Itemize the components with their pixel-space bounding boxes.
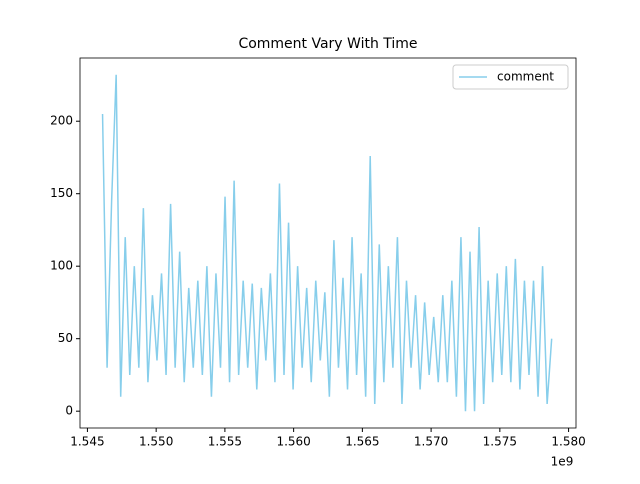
x-tick-label: 1.580 [551,435,585,449]
legend-box [452,64,569,90]
y-tick-label: 0 [65,404,73,418]
x-tick-label: 1.555 [208,435,242,449]
chart-title: Comment Vary With Time [238,36,417,52]
y-tick-label: 200 [50,114,73,128]
x-tick-label: 1.575 [483,435,517,449]
series-line [101,74,553,412]
x-offset-label: 1e9 [551,455,574,469]
x-tick-label: 1.560 [276,435,310,449]
x-tick-label: 1.545 [70,435,104,449]
legend-label: comment [497,70,554,84]
y-tick-label: 150 [50,186,73,200]
axes-frame [79,57,577,429]
y-tick-label: 50 [58,331,73,345]
x-tick-label: 1.550 [139,435,173,449]
x-tick-label: 1.570 [414,435,448,449]
y-tick-label: 100 [50,259,73,273]
x-tick-label: 1.565 [345,435,379,449]
